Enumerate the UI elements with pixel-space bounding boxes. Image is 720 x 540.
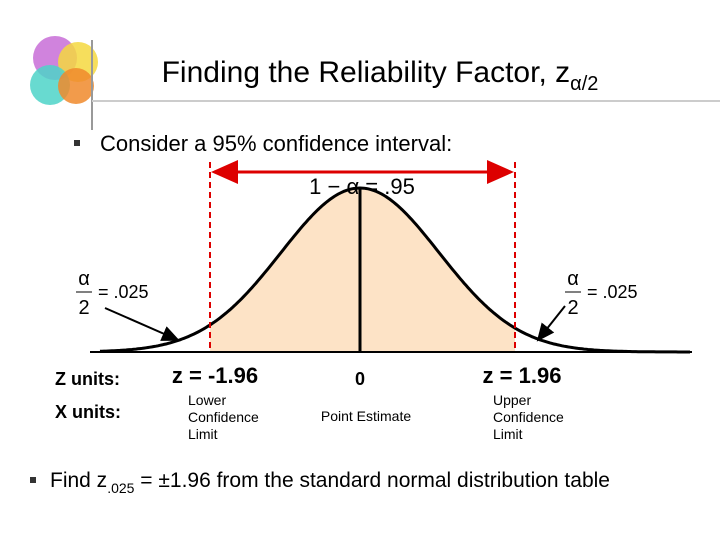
x-center: Point Estimate [321, 408, 411, 424]
title: Finding the Reliability Factor, zα/2 [162, 56, 599, 95]
tail-arrow [104, 307, 180, 341]
tail-numerator: α [78, 268, 90, 290]
title-subscript: α/2 [570, 73, 598, 95]
tail-denominator: 2 [567, 297, 578, 319]
z-units-label: Z units: [55, 369, 120, 389]
normal-curve [99, 186, 690, 354]
title-text: Finding the Reliability Factor, z [162, 56, 571, 89]
tail-denominator: 2 [78, 297, 89, 319]
x-upper-line: Limit [493, 426, 523, 442]
bullet-suffix: = ±1.96 from the standard normal distrib… [134, 469, 610, 492]
tail-value: = .025 [98, 282, 149, 302]
tail-numerator: α [567, 268, 579, 290]
x-lower-line: Confidence [188, 409, 259, 425]
distribution-figure: 1 − α = .95 α 2 = .025 α 2 = .025 Z unit… [55, 160, 692, 442]
bullet-subscript: .025 [107, 480, 134, 496]
bullet-text: Consider a 95% confidence interval: [100, 131, 452, 156]
center-label: 1 − α = .95 [309, 174, 415, 199]
x-upper: Upper Confidence Limit [493, 392, 591, 442]
x-upper-line: Confidence [493, 409, 564, 425]
x-units-label: X units: [55, 402, 121, 422]
bullet [74, 140, 80, 146]
tail-value: = .025 [587, 282, 638, 302]
x-lower-line: Lower [188, 392, 226, 408]
x-upper-line: Upper [493, 392, 531, 408]
x-lower: Lower Confidence Limit [188, 392, 286, 442]
bullet [30, 477, 36, 483]
tail-arrow [536, 305, 566, 342]
confidence-region [210, 188, 515, 352]
bullet-prefix: Find z [50, 469, 107, 492]
z-lower: z = -1.96 [172, 363, 258, 388]
z-upper: z = 1.96 [483, 363, 562, 388]
logo [30, 36, 720, 130]
x-lower-line: Limit [188, 426, 218, 442]
z-center: 0 [355, 369, 365, 389]
bullet-text: Find z.025 = ±1.96 from the standard nor… [50, 469, 610, 496]
